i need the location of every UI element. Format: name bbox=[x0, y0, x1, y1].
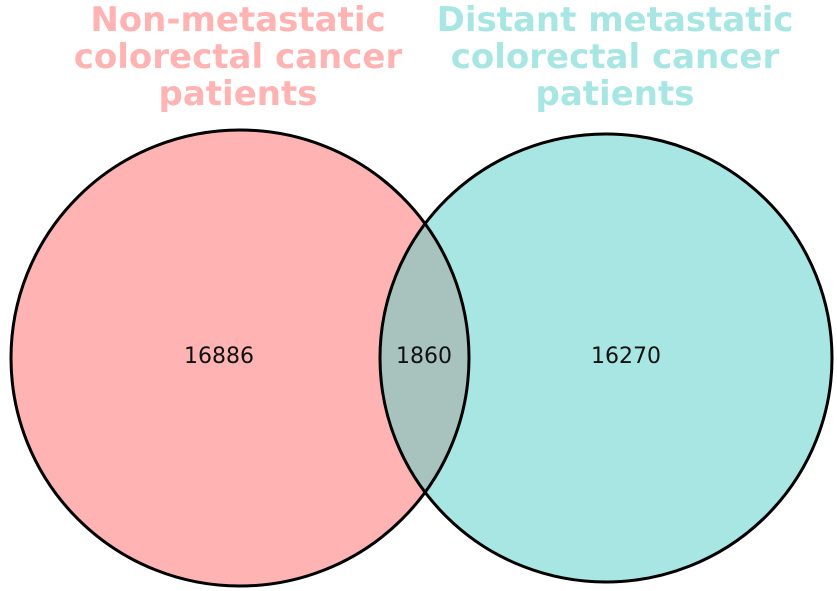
set-b-title: Distant metastatic colorectal cancer pat… bbox=[415, 2, 815, 113]
set-a-title-line: colorectal cancer bbox=[73, 37, 403, 77]
set-a-title-line: Non-metastatic bbox=[90, 0, 386, 40]
set-a-title-line: patients bbox=[158, 74, 318, 114]
set-a-count: 16886 bbox=[184, 344, 254, 369]
set-b-count: 16270 bbox=[591, 344, 661, 369]
set-a-title: Non-metastatic colorectal cancer patient… bbox=[38, 2, 438, 113]
set-a-circle bbox=[11, 130, 469, 586]
set-b-title-line: Distant metastatic bbox=[436, 0, 794, 40]
set-b-circle bbox=[380, 134, 832, 582]
set-b-title-line: patients bbox=[535, 74, 695, 114]
set-b-outline bbox=[378, 132, 834, 584]
set-b-title-line: colorectal cancer bbox=[450, 37, 780, 77]
set-a-outline bbox=[9, 128, 471, 588]
intersection-count: 1860 bbox=[396, 344, 452, 369]
